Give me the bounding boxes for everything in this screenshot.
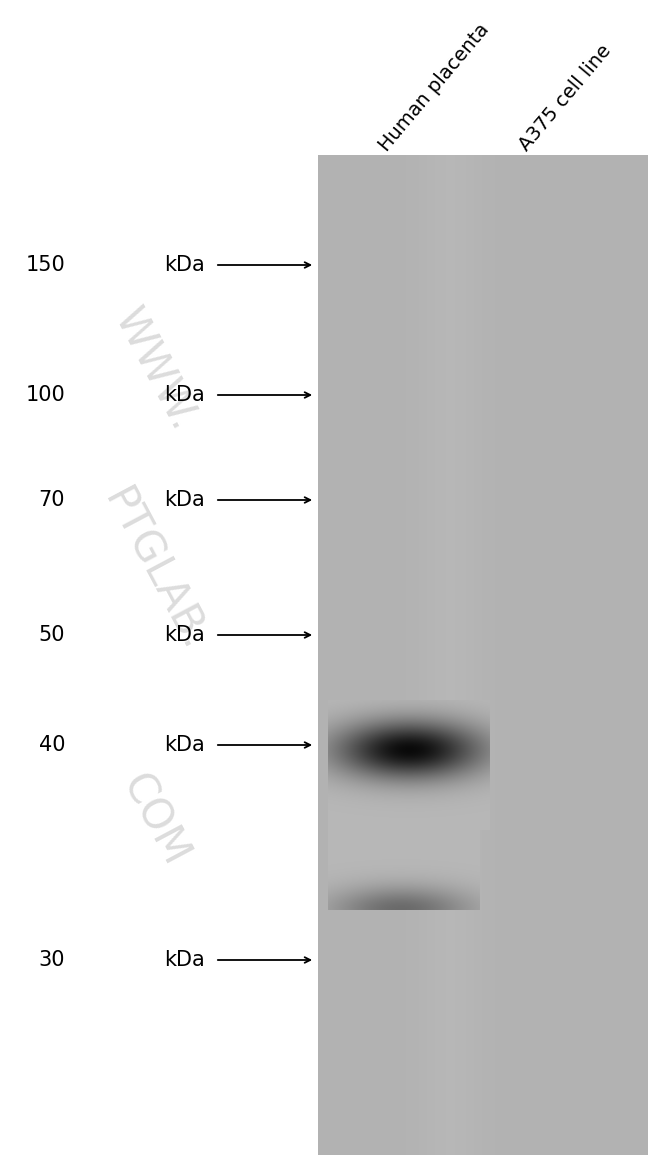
Text: A375 cell line: A375 cell line	[515, 42, 615, 155]
Text: 50: 50	[38, 625, 65, 645]
Text: 70: 70	[38, 489, 65, 511]
Text: PTGLAB.: PTGLAB.	[95, 481, 215, 658]
Text: kDa: kDa	[164, 489, 205, 511]
Text: WWW.: WWW.	[105, 302, 205, 438]
Text: Human placenta: Human placenta	[376, 20, 493, 155]
Text: kDa: kDa	[164, 625, 205, 645]
Text: kDa: kDa	[164, 385, 205, 405]
Text: 40: 40	[38, 735, 65, 755]
Text: COM: COM	[114, 767, 196, 874]
Text: 150: 150	[25, 255, 65, 275]
Text: kDa: kDa	[164, 735, 205, 755]
Text: kDa: kDa	[164, 950, 205, 970]
Text: 30: 30	[38, 950, 65, 970]
Text: 100: 100	[25, 385, 65, 405]
Text: kDa: kDa	[164, 255, 205, 275]
